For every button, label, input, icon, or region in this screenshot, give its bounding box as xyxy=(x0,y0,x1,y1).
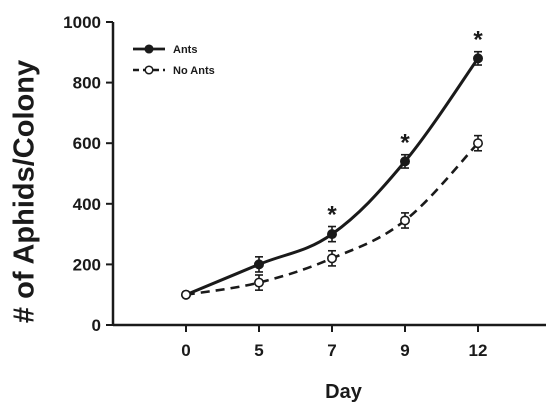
data-point xyxy=(399,156,410,167)
x-axis-title: Day xyxy=(325,381,363,403)
y-tick-label: 600 xyxy=(73,134,101,153)
legend-marker xyxy=(144,65,154,75)
data-point xyxy=(326,253,337,264)
significance-marker: * xyxy=(400,130,410,157)
x-ticks: 0 5 7 9 12 xyxy=(181,325,487,360)
y-tick-label: 200 xyxy=(73,255,101,274)
legend-entry: Ants xyxy=(133,44,197,56)
data-point xyxy=(254,259,265,270)
x-tick-label: 9 xyxy=(400,341,409,360)
y-tick-label: 400 xyxy=(73,195,101,214)
legend-label: Ants xyxy=(173,44,197,56)
significance-annotations: * * * xyxy=(327,27,483,229)
legend: Ants No Ants xyxy=(133,44,215,77)
data-point xyxy=(254,277,265,288)
y-ticks: 0 200 400 600 800 1000 xyxy=(63,13,113,335)
data-point xyxy=(472,53,483,64)
y-tick-label: 0 xyxy=(92,316,101,335)
legend-entry: No Ants xyxy=(133,65,215,77)
y-tick-label: 800 xyxy=(73,74,101,93)
y-axis-title: # of Aphids/Colony xyxy=(9,60,41,323)
x-tick-label: 7 xyxy=(327,341,336,360)
legend-marker xyxy=(144,44,154,54)
significance-marker: * xyxy=(327,202,337,229)
series xyxy=(181,50,483,300)
series-line xyxy=(185,57,480,297)
data-point xyxy=(181,289,192,300)
data-point xyxy=(472,138,483,149)
data-point xyxy=(326,229,337,240)
y-tick-label: 1000 xyxy=(63,13,101,32)
legend-label: No Ants xyxy=(173,65,215,77)
data-point xyxy=(399,215,410,226)
x-tick-label: 5 xyxy=(254,341,263,360)
x-tick-label: 0 xyxy=(181,341,190,360)
x-tick-label: 12 xyxy=(469,341,488,360)
series-no-ants xyxy=(181,134,483,300)
significance-marker: * xyxy=(473,27,483,54)
